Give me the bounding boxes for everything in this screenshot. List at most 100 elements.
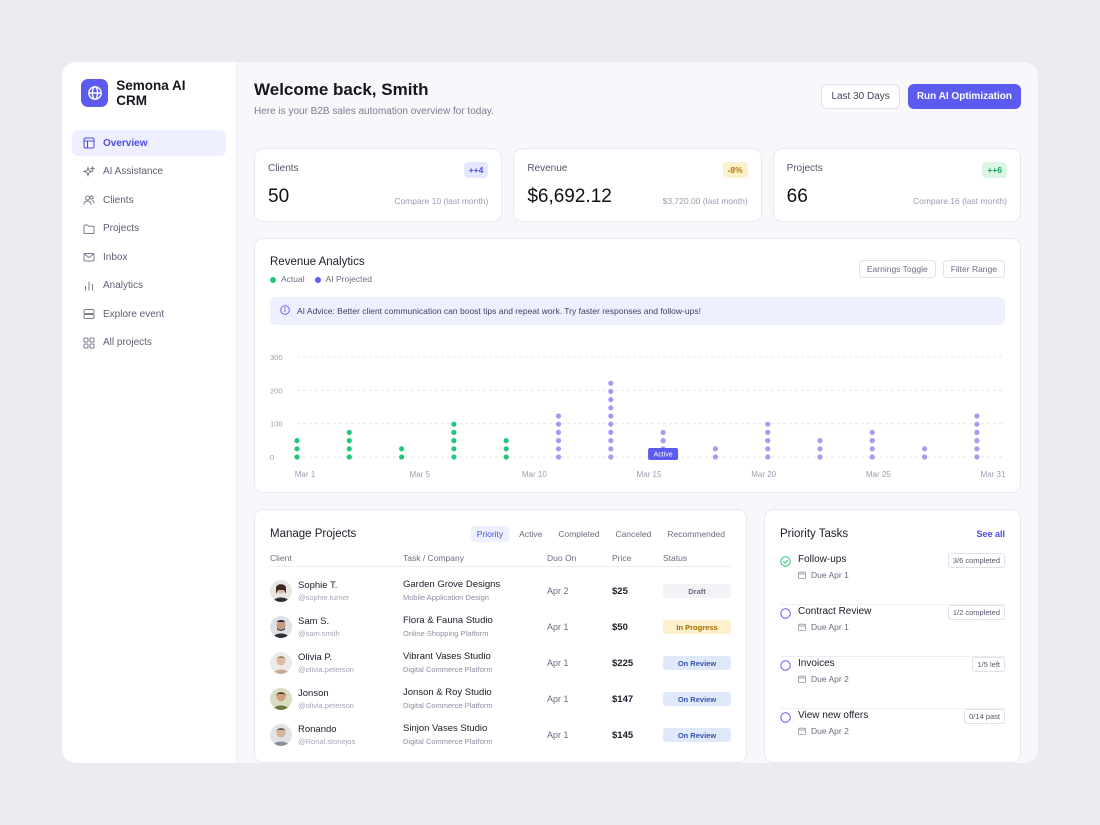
task-subtitle: Digital Commerce Platform: [403, 737, 493, 746]
tab-recommended[interactable]: Recommended: [667, 529, 725, 539]
bar-chart-icon: [83, 280, 95, 292]
data-point: [451, 429, 457, 435]
data-point: [555, 413, 562, 419]
column-task[interactable]: Task / Company: [403, 553, 464, 563]
data-point: [817, 446, 823, 452]
column-price[interactable]: Price: [612, 553, 632, 563]
stat-value: 66: [786, 186, 808, 207]
stat-badge: ++6: [982, 162, 1007, 178]
avatar: [270, 652, 292, 674]
layout-icon: [83, 137, 95, 149]
date-range-button[interactable]: Last 30 Days: [821, 84, 900, 109]
task-due: Due Apr 2: [798, 674, 849, 684]
data-point: [922, 454, 928, 460]
task-subtitle: Digital Commerce Platform: [403, 701, 493, 710]
run-ai-optimization-button[interactable]: Run AI Optimization: [907, 84, 1021, 109]
table-row[interactable]: Sophie T. @sophie.turner Garden Grove De…: [270, 573, 731, 609]
table-row[interactable]: Sam S. @sam.smith Flora & Fauna Studio O…: [270, 609, 731, 645]
task-company: Vibrant Vases Studio: [403, 651, 491, 662]
column-due[interactable]: Duo On: [547, 553, 577, 563]
data-point: [974, 446, 980, 452]
sidebar-item-label: Inbox: [103, 251, 128, 263]
sidebar-item-projects[interactable]: Projects: [72, 216, 226, 242]
due-date: Apr 1: [547, 622, 569, 632]
data-point: [294, 454, 300, 460]
folder-icon: [83, 223, 95, 235]
task-item[interactable]: Invoices Due Apr 2 1/5 left: [780, 657, 1005, 709]
task-item[interactable]: Contract Review Due Apr 1 1/2 completed: [780, 605, 1005, 657]
stat-label: Revenue: [527, 163, 568, 174]
data-point: [869, 429, 875, 435]
circle-icon[interactable]: [780, 658, 791, 671]
y-tick-label: 200: [270, 386, 283, 395]
client-name: Jonson: [298, 688, 329, 699]
task-item[interactable]: View new offers Due Apr 2 0/14 past: [780, 709, 1005, 761]
tab-active[interactable]: Active: [519, 529, 543, 539]
info-icon: [280, 305, 290, 317]
stat-card-revenue[interactable]: Revenue -8% $6,692.12 $3,720.00 (last mo…: [513, 148, 762, 222]
task-item[interactable]: Follow-ups Due Apr 1 3/6 completed: [780, 553, 1005, 605]
data-point: [608, 429, 614, 435]
stat-label: Clients: [268, 163, 299, 174]
legend-projected: AI Projected: [314, 274, 372, 284]
sidebar-item-explore-event[interactable]: Explore event: [72, 301, 226, 327]
y-tick-label: 0: [270, 453, 274, 462]
stat-card-projects[interactable]: Projects ++6 66 Compare 16 (last month): [772, 148, 1021, 222]
brand[interactable]: Semona AI CRM: [72, 78, 226, 108]
task-name: View new offers: [798, 710, 869, 721]
sidebar-item-analytics[interactable]: Analytics: [72, 273, 226, 299]
sidebar-item-clients[interactable]: Clients: [72, 187, 226, 213]
server-icon: [83, 308, 95, 320]
check-circle-icon[interactable]: [780, 554, 791, 567]
circle-icon[interactable]: [780, 606, 791, 619]
task-due: Due Apr 1: [798, 622, 849, 632]
page-title: Welcome back, Smith: [254, 80, 429, 99]
circle-icon[interactable]: [780, 710, 791, 723]
x-tick-label: Mar 20: [751, 470, 776, 479]
price: $225: [612, 658, 634, 669]
stat-label: Projects: [786, 163, 823, 174]
tab-completed[interactable]: Completed: [558, 529, 600, 539]
data-point: [869, 438, 875, 444]
filter-range-button[interactable]: Filter Range: [942, 260, 1005, 278]
status-badge: On Review: [663, 692, 731, 706]
data-point: [555, 438, 562, 444]
sidebar: Semona AI CRM Overview AI Assistance Cli…: [62, 62, 237, 763]
table-row[interactable]: Ronando @Ronal.stonejos Sinjon Vases Stu…: [270, 717, 731, 753]
column-client[interactable]: Client: [270, 553, 292, 563]
tab-priority[interactable]: Priority: [470, 526, 510, 542]
price: $145: [612, 730, 634, 741]
sidebar-item-all-projects[interactable]: All projects: [72, 330, 226, 356]
price: $25: [612, 586, 628, 597]
sidebar-item-label: AI Assistance: [103, 166, 164, 177]
avatar: [270, 724, 292, 746]
task-badge: 1/5 left: [972, 657, 1005, 672]
table-row[interactable]: Jonson @olivia.peterson Jonson & Roy Stu…: [270, 681, 731, 717]
data-point: [765, 446, 771, 452]
data-point: [608, 438, 614, 444]
task-company: Garden Grove Designs: [403, 579, 501, 590]
data-point: [503, 438, 509, 444]
revenue-chart: 0 100 200 300 Active Mar 1 Mar 5 Mar 10 Mar 15 Ma…: [270, 353, 1006, 479]
tab-canceled[interactable]: Canceled: [615, 529, 652, 539]
sidebar-item-ai-assistance[interactable]: AI Assistance: [72, 159, 226, 185]
see-all-link[interactable]: See all: [976, 529, 1005, 539]
task-name: Invoices: [798, 658, 835, 669]
status-badge: Draft: [663, 584, 731, 598]
client-handle: @sam.smith: [298, 629, 340, 638]
sidebar-item-overview[interactable]: Overview: [72, 130, 226, 156]
column-status[interactable]: Status: [663, 553, 688, 563]
earnings-toggle-button[interactable]: Earnings Toggle: [858, 260, 936, 278]
chart-title: Revenue Analytics: [270, 256, 365, 268]
due-date: Apr 2: [547, 586, 569, 596]
page-header: Welcome back, Smith Here is your B2B sal…: [254, 78, 1021, 132]
data-point: [399, 446, 405, 452]
data-point: [765, 429, 771, 435]
table-row[interactable]: Olivia P. @olivia.peterson Vibrant Vases…: [270, 645, 731, 681]
sidebar-item-inbox[interactable]: Inbox: [72, 244, 226, 270]
data-point: [608, 380, 614, 386]
stat-card-clients[interactable]: Clients ++4 50 Compare 10 (last month): [254, 148, 503, 222]
stat-value: 50: [268, 186, 290, 207]
stat-compare: $3,720.00 (last month): [662, 196, 748, 206]
projects-tabs: Priority Active Completed Canceled Recom…: [470, 526, 731, 542]
